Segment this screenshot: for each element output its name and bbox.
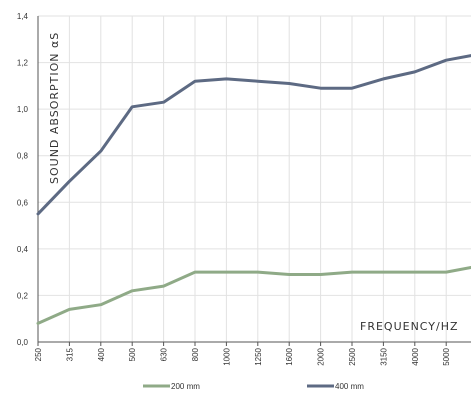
y-tick-labels: 0,0 0,2 0,4 0,6 0,8 1,0 1,2 1,4 <box>17 12 29 347</box>
x-tick-label: 4000 <box>411 347 420 365</box>
series-line-200-mm <box>36 266 471 325</box>
y-axis-label: SOUND ABSORPTION αS <box>48 32 61 184</box>
series-line-400-mm <box>36 54 471 216</box>
x-tick-label: 250 <box>34 347 43 361</box>
x-tick-label: 315 <box>65 347 74 361</box>
x-tick-label: 630 <box>160 347 169 361</box>
legend: 200 mm 400 mm <box>143 382 364 391</box>
x-tick-label: 2000 <box>317 347 326 365</box>
y-tick-label: 0,6 <box>17 198 29 207</box>
x-tick-label: 3150 <box>379 347 388 365</box>
x-tick-label: 1000 <box>222 347 231 365</box>
y-tick-label: 0,4 <box>17 245 29 254</box>
x-tick-label: 800 <box>191 347 200 361</box>
y-tick-label: 0,8 <box>17 152 29 161</box>
x-tick-labels: 250 315 400 500 630 800 1000 1250 1600 2000 2500 31… <box>34 347 451 365</box>
grid-lines <box>38 15 471 342</box>
axes <box>37 16 471 346</box>
legend-label: 200 mm <box>171 382 200 391</box>
y-tick-label: 0,2 <box>17 291 29 300</box>
y-tick-label: 1,0 <box>17 105 29 114</box>
y-tick-label: 1,4 <box>17 12 29 21</box>
x-tick-label: 1250 <box>254 347 263 365</box>
series-lines <box>36 54 471 325</box>
y-tick-label: 0,0 <box>17 338 29 347</box>
x-tick-label: 500 <box>128 347 137 361</box>
x-axis-label: FREQUENCY/HZ <box>360 320 459 333</box>
y-tick-label: 1,2 <box>17 59 29 68</box>
legend-label: 400 mm <box>335 382 364 391</box>
x-tick-label: 400 <box>97 347 106 361</box>
x-tick-label: 2500 <box>348 347 357 365</box>
x-tick-label: 1600 <box>285 347 294 365</box>
x-tick-label: 5000 <box>442 347 451 365</box>
